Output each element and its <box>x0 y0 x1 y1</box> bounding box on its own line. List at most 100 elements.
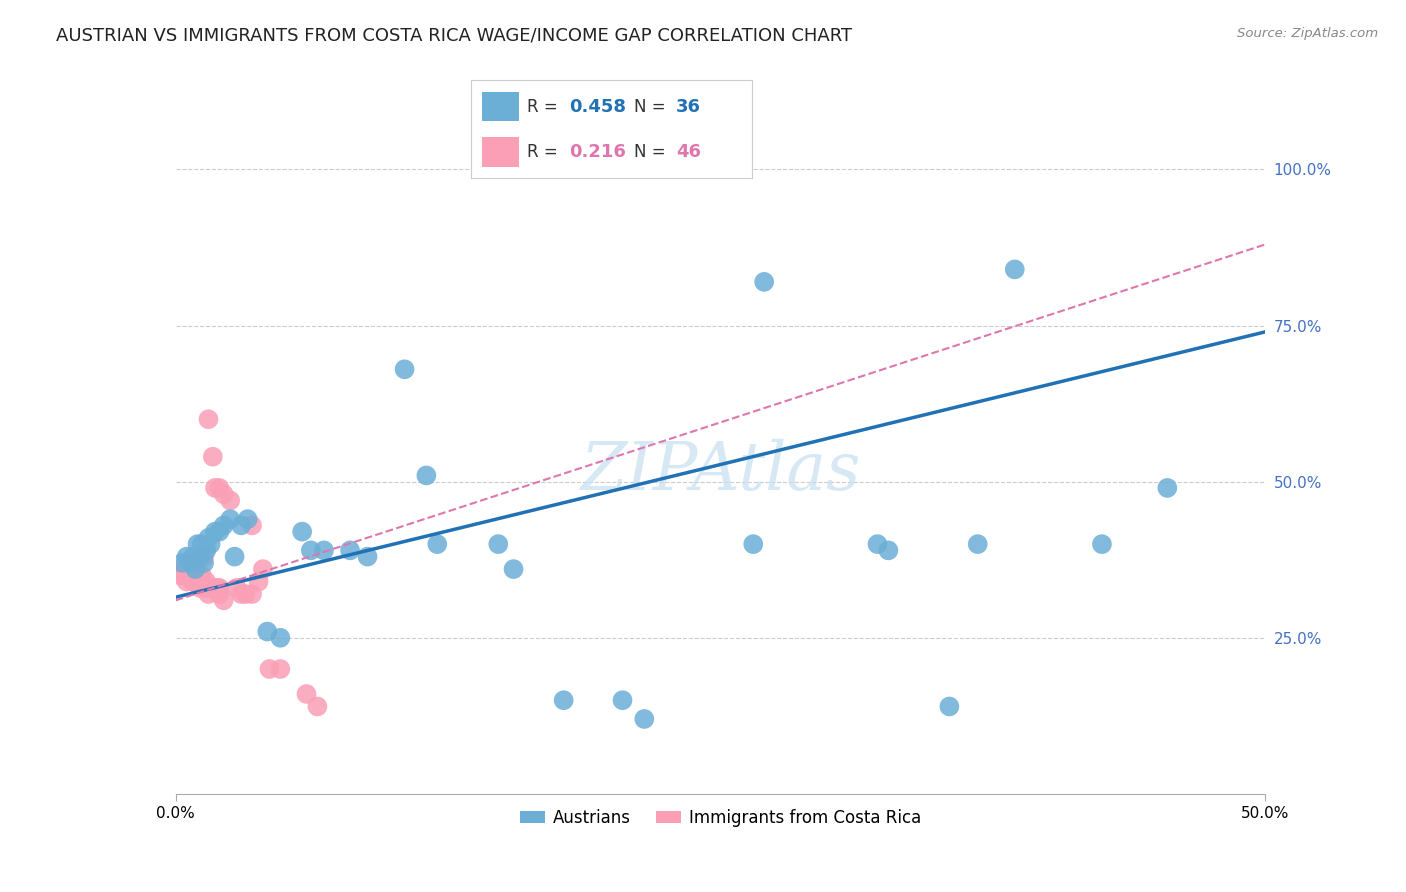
Point <box>866 537 889 551</box>
Point <box>208 524 231 539</box>
Point <box>259 662 281 676</box>
Point <box>169 568 191 582</box>
Point <box>200 537 222 551</box>
Point <box>186 537 209 551</box>
Point <box>231 587 253 601</box>
Point <box>186 574 209 589</box>
Point <box>486 537 509 551</box>
Point <box>204 524 226 539</box>
Text: R =: R = <box>527 143 564 161</box>
Point <box>356 549 378 564</box>
Text: 0.458: 0.458 <box>569 98 627 116</box>
Point <box>195 574 218 589</box>
Text: ZIPAtlas: ZIPAtlas <box>581 439 860 504</box>
Point <box>553 693 575 707</box>
Point <box>201 450 224 464</box>
Point <box>195 543 218 558</box>
Text: Source: ZipAtlas.com: Source: ZipAtlas.com <box>1237 27 1378 40</box>
Point <box>208 581 231 595</box>
Point <box>212 593 235 607</box>
Point <box>966 537 988 551</box>
Bar <box>482 92 519 121</box>
Point <box>236 512 259 526</box>
Point <box>938 699 960 714</box>
Point <box>180 568 202 582</box>
Point <box>269 662 291 676</box>
Point <box>240 518 263 533</box>
Point <box>188 581 211 595</box>
Point <box>224 549 246 564</box>
Text: 46: 46 <box>676 143 702 161</box>
Point <box>225 581 247 595</box>
Point <box>193 549 215 564</box>
Point <box>235 587 257 601</box>
Point <box>172 556 194 570</box>
Point <box>184 562 207 576</box>
Point <box>181 574 204 589</box>
Point <box>1156 481 1178 495</box>
Text: AUSTRIAN VS IMMIGRANTS FROM COSTA RICA WAGE/INCOME GAP CORRELATION CHART: AUSTRIAN VS IMMIGRANTS FROM COSTA RICA W… <box>56 27 852 45</box>
Point <box>176 562 198 576</box>
Point <box>256 624 278 639</box>
Point <box>184 568 207 582</box>
Point <box>339 543 361 558</box>
Point <box>173 568 195 582</box>
Point <box>205 581 228 595</box>
Point <box>181 568 204 582</box>
Point <box>204 481 226 495</box>
Point <box>754 275 776 289</box>
Point <box>208 587 231 601</box>
Point <box>197 531 219 545</box>
Point <box>195 581 218 595</box>
Point <box>502 562 524 576</box>
Point <box>181 549 204 564</box>
Point <box>291 524 314 539</box>
Point <box>742 537 765 551</box>
Point <box>193 556 215 570</box>
Point <box>191 574 214 589</box>
Point <box>212 487 235 501</box>
Point <box>188 549 211 564</box>
Bar <box>482 137 519 167</box>
Text: N =: N = <box>634 143 671 161</box>
Point <box>219 493 242 508</box>
Text: 36: 36 <box>676 98 702 116</box>
Point <box>612 693 634 707</box>
Point <box>394 362 416 376</box>
Point <box>197 412 219 426</box>
Point <box>877 543 900 558</box>
Point <box>426 537 449 551</box>
Point <box>197 581 219 595</box>
Point <box>212 518 235 533</box>
Point <box>1091 537 1114 551</box>
Point <box>219 512 242 526</box>
Point <box>186 556 209 570</box>
Point <box>312 543 335 558</box>
Point <box>186 568 209 582</box>
Text: N =: N = <box>634 98 671 116</box>
Point <box>176 574 198 589</box>
Point <box>172 562 194 576</box>
Point <box>231 518 253 533</box>
Point <box>1004 262 1026 277</box>
Point <box>252 562 274 576</box>
Point <box>180 556 202 570</box>
Point <box>191 537 214 551</box>
Point <box>307 699 329 714</box>
Point <box>200 581 222 595</box>
Point <box>295 687 318 701</box>
Point <box>208 481 231 495</box>
Point <box>191 568 214 582</box>
Point <box>201 581 224 595</box>
Point <box>415 468 437 483</box>
Point <box>633 712 655 726</box>
Point <box>180 562 202 576</box>
Point <box>204 581 226 595</box>
Point <box>184 562 207 576</box>
Point <box>193 581 215 595</box>
Legend: Austrians, Immigrants from Costa Rica: Austrians, Immigrants from Costa Rica <box>513 802 928 834</box>
Point <box>269 631 291 645</box>
Point <box>247 574 270 589</box>
Point <box>197 587 219 601</box>
Point <box>177 556 200 570</box>
